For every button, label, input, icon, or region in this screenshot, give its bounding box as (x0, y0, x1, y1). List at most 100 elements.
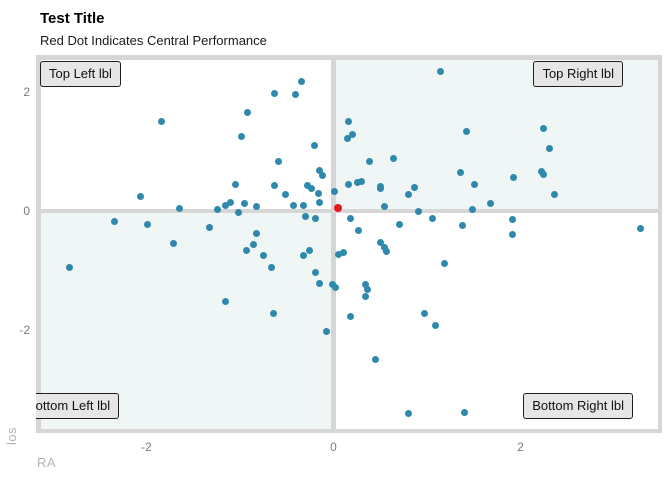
scatter-point (487, 199, 495, 207)
chart-title: Test Title (40, 10, 105, 27)
scatter-point (303, 181, 311, 189)
scatter-point (462, 128, 470, 136)
scatter-point (540, 125, 548, 133)
scatter-point (545, 145, 553, 153)
scatter-point (221, 201, 229, 209)
scatter-point (227, 198, 235, 206)
panel-border-left (36, 55, 41, 433)
y-axis-title: los (4, 426, 19, 445)
scatter-point (318, 171, 326, 179)
panel-border-bottom (36, 428, 662, 433)
y-axis-tick-label: -2 (19, 323, 30, 337)
scatter-point (253, 203, 261, 211)
scatter-point (396, 220, 404, 228)
scatter-point (376, 182, 384, 190)
scatter-point (300, 201, 308, 209)
scatter-point (636, 225, 644, 233)
chart-subtitle: Red Dot Indicates Central Performance (40, 33, 267, 48)
scatter-point (354, 178, 362, 186)
scatter-point (540, 170, 548, 178)
quadrant-label-top-left: Top Left lbl (40, 61, 121, 87)
scatter-point (259, 252, 267, 260)
panel-border-right (657, 55, 662, 433)
scatter-point (471, 180, 479, 188)
scatter-point (411, 183, 419, 191)
scatter-point (66, 264, 74, 272)
scatter-point (305, 247, 313, 255)
scatter-point (334, 250, 342, 258)
x-axis-tick-label: 2 (517, 440, 524, 454)
scatter-point (315, 167, 323, 175)
scatter-point (315, 280, 323, 288)
scatter-point (404, 409, 412, 417)
scatter-point (358, 177, 366, 185)
scatter-point (372, 356, 380, 364)
scatter-point (459, 222, 467, 230)
scatter-point (301, 213, 309, 221)
scatter-point (508, 231, 516, 239)
scatter-point (300, 252, 308, 260)
scatter-point (363, 286, 371, 294)
scatter-point (420, 309, 428, 317)
y-axis-tick-label: 0 (23, 204, 30, 218)
y-axis-tick-label: 2 (23, 85, 30, 99)
scatter-point (312, 268, 320, 276)
scatter-point (340, 249, 348, 257)
scatter-point (238, 133, 246, 141)
x-axis-tick-label: 0 (330, 440, 337, 454)
scatter-point (175, 204, 183, 212)
scatter-point (243, 247, 251, 255)
scatter-point (253, 229, 261, 237)
scatter-point (344, 180, 352, 188)
scatter-point (249, 241, 257, 249)
scatter-point (311, 142, 319, 150)
scatter-point (298, 78, 306, 86)
scatter-point (315, 198, 323, 206)
scatter-point (346, 215, 354, 223)
scatter-point (510, 173, 518, 181)
panel-border-top (36, 55, 662, 60)
scatter-point (348, 131, 356, 139)
scatter-point (429, 215, 437, 223)
scatter-point (355, 227, 363, 235)
scatter-point (241, 200, 249, 208)
scatter-point (271, 90, 279, 98)
scatter-point (381, 202, 389, 210)
scatter-point (289, 201, 297, 209)
scatter-point (344, 134, 352, 142)
scatter-point (282, 191, 290, 199)
scatter-point (231, 180, 239, 188)
scatter-point (415, 207, 423, 215)
scatter-point (344, 118, 352, 126)
scatter-point (404, 191, 412, 199)
quadrant-label-bottom-right: Bottom Right lbl (523, 393, 633, 419)
scatter-point (137, 192, 145, 200)
scatter-point (143, 220, 151, 228)
x-axis-tick-label: -2 (141, 440, 152, 454)
scatter-point (214, 206, 222, 214)
scatter-point (389, 155, 397, 163)
scatter-point (331, 283, 339, 291)
scatter-point (170, 240, 178, 248)
scatter-point (457, 168, 465, 176)
scatter-point (550, 191, 558, 199)
scatter-point (291, 91, 299, 99)
scatter-point (361, 292, 369, 300)
scatter-point (436, 67, 444, 75)
scatter-point (111, 218, 119, 226)
scatter-point (441, 259, 449, 267)
scatter-point (205, 223, 213, 231)
scatter-point (376, 239, 384, 247)
scatter-point (330, 187, 338, 195)
quadrant-label-bottom-left: Bottom Left lbl (36, 393, 120, 419)
scatter-point (381, 244, 389, 252)
scatter-point (234, 208, 242, 216)
y-zero-reference-line (36, 208, 662, 214)
scatter-point (157, 118, 165, 126)
scatter-point (346, 313, 354, 321)
scatter-point (460, 408, 468, 416)
scatter-point (508, 216, 516, 224)
x-axis-title: RA (37, 455, 57, 470)
scatter-point (307, 185, 315, 193)
